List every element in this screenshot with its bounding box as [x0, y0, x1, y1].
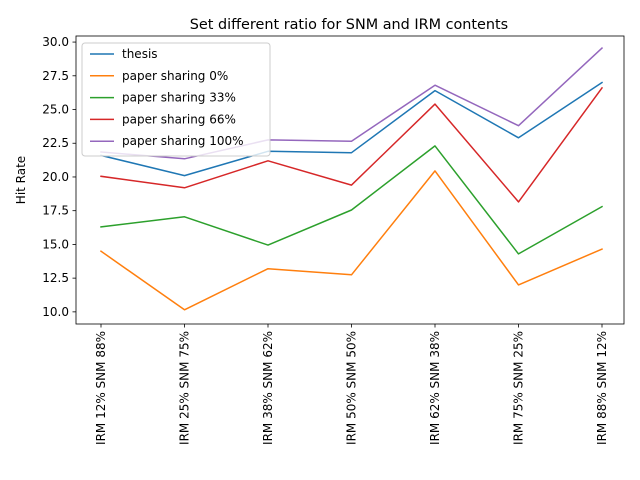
x-tick-label: IRM 12% SNM 88%: [94, 331, 108, 445]
x-tick-label: IRM 75% SNM 25%: [512, 331, 526, 445]
legend-box: [81, 42, 271, 157]
y-axis-ticks: 10.0 12.5 15.0 17.5 20.0 22.5 25.0 27.5 30.0: [42, 35, 76, 319]
y-tick-label: 25.0: [42, 103, 69, 117]
legend-label: paper sharing 66%: [122, 112, 236, 126]
x-tick-label: IRM 88% SNM 12%: [595, 331, 609, 445]
chart-title: Set different ratio for SNM and IRM cont…: [190, 17, 508, 33]
series-line-paper-sharing-33: [100, 145, 604, 255]
legend-label: paper sharing 100%: [122, 134, 244, 148]
x-axis-ticks: IRM 12% SNM 88% IRM 25% SNM 75% IRM 38% SN…: [94, 324, 609, 445]
y-tick-label: 27.5: [42, 69, 69, 83]
x-tick-label: IRM 50% SNM 50%: [345, 331, 359, 445]
y-tick-label: 10.0: [42, 305, 69, 319]
series-line-paper-sharing-0: [99, 170, 603, 311]
legend: thesis paper sharing 0% paper sharing 33% p…: [81, 42, 271, 157]
series-line-thesis: [100, 81, 604, 177]
legend-label: paper sharing 33%: [122, 91, 236, 105]
x-tick-label: IRM 25% SNM 75%: [178, 331, 192, 445]
y-tick-label: 20.0: [42, 170, 69, 184]
y-tick-label: 30.0: [42, 35, 69, 49]
y-tick-label: 17.5: [42, 204, 69, 218]
plot-frame: [75, 35, 625, 325]
series-line-paper-sharing-66: [100, 86, 604, 203]
y-axis-label: Hit Rate: [14, 156, 28, 204]
legend-label: paper sharing 0%: [122, 69, 228, 83]
series-lines: [99, 47, 604, 311]
y-tick-label: 12.5: [42, 271, 69, 285]
x-tick-label: IRM 62% SNM 38%: [428, 331, 442, 445]
series-line-paper-sharing-100: [100, 47, 604, 160]
y-tick-label: 15.0: [42, 237, 69, 251]
legend-label: thesis: [122, 47, 158, 61]
y-tick-label: 22.5: [42, 136, 69, 150]
x-tick-label: IRM 38% SNM 62%: [261, 331, 275, 445]
